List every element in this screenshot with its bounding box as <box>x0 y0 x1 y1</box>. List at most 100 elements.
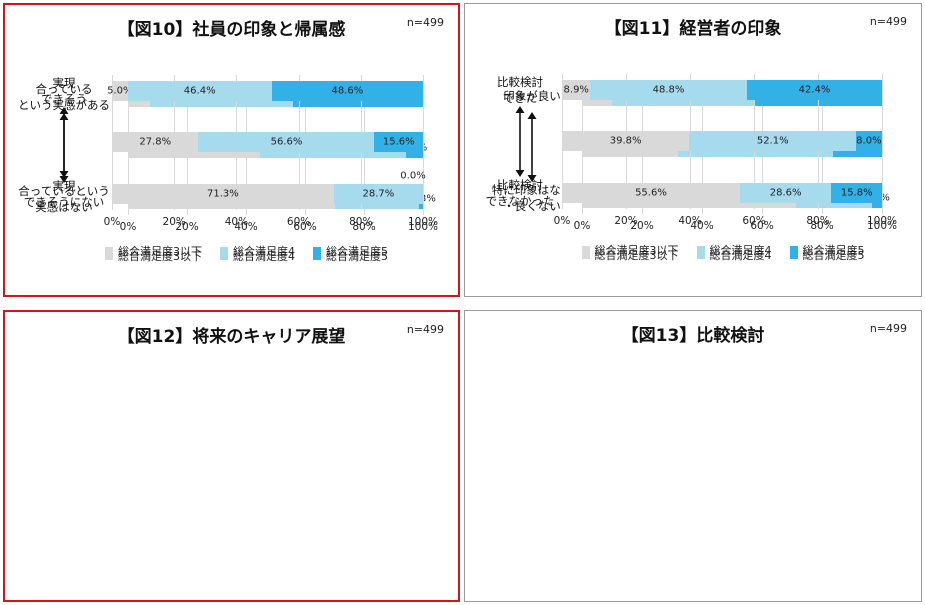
double-arrow-icon <box>527 112 537 182</box>
bar-segment <box>562 131 690 151</box>
legend-swatch <box>105 252 113 260</box>
legend-label: 総合満足度5 <box>802 249 865 262</box>
x-tick-label: 80% <box>806 215 830 227</box>
x-tick-label: 40% <box>234 221 258 233</box>
chart-title: 【図12】将来のキャリア展望 <box>117 327 346 347</box>
bar-segment <box>333 184 423 204</box>
category-label: 合っているという 実感はない <box>18 184 110 214</box>
legend-swatch <box>105 247 113 255</box>
x-tick-label: 60% <box>286 216 311 228</box>
legend-label: 総合満足度5 <box>326 250 388 263</box>
bar-segment <box>112 184 334 204</box>
x-tick-label: 100% <box>866 215 898 227</box>
data-label: 8.9% <box>563 84 589 96</box>
legend-label: 総合満足度4 <box>709 249 772 262</box>
double-arrow-icon <box>59 107 69 178</box>
chart-panel: 【図13】比較検討 n=499 8.9% 39.8% 55.6% 48.8% 52.1% 28… <box>464 74 922 602</box>
x-tick-label: 60% <box>750 220 774 232</box>
chart-title: 【図10】社員の印象と帰属感 <box>117 20 346 40</box>
legend-swatch <box>313 247 321 255</box>
x-tick-label: 20% <box>614 215 638 227</box>
legend-label: 総合満足度3以下 <box>594 244 679 257</box>
bar-segment <box>127 81 272 101</box>
x-tick-label: 80% <box>810 220 834 232</box>
x-tick-label: 20% <box>175 221 199 233</box>
gridline <box>882 74 883 209</box>
data-label: 8.0% <box>856 135 882 147</box>
data-label: 71.3% <box>206 188 239 200</box>
x-tick-label: 40% <box>224 216 249 228</box>
x-tick-label: 100% <box>407 221 439 233</box>
legend-item: 総合満足度5 <box>313 248 388 264</box>
legend-label: 総合満足度3以下 <box>118 250 202 263</box>
gridline <box>423 75 424 210</box>
x-tick-label: 80% <box>352 221 376 233</box>
x-tick-label: 40% <box>678 215 702 227</box>
category-label: 合っている という実感がある <box>18 82 110 112</box>
sample-size: n=499 <box>869 322 907 335</box>
legend: 総合満足度3以下 総合満足度4 総合満足度5 <box>5 248 458 264</box>
data-label: 55.6% <box>635 187 667 199</box>
legend-item: 総合満足度5 <box>313 243 388 259</box>
bar-segment <box>112 132 199 152</box>
legend-item: 総合満足度4 <box>696 242 772 258</box>
legend-swatch <box>581 251 590 259</box>
x-tick-label: 0% <box>103 216 121 228</box>
legend-item: 総合満足度5 <box>789 242 865 258</box>
data-label: 28.6% <box>769 187 802 199</box>
chart-panel: 【図12】将来のキャリア展望 n=499 5.0% 27.8% 71.3% 46.4% 56… <box>3 75 460 602</box>
legend-label: 総合満足度3以下 <box>118 245 202 258</box>
category-label: 特に印象はない ・良くない <box>491 183 573 213</box>
x-tick-label: 40% <box>690 220 714 232</box>
legend-label: 総合満足度4 <box>233 250 295 263</box>
bar-segment <box>562 183 740 203</box>
legend-swatch <box>313 252 321 260</box>
legend-item: 総合満足度3以下 <box>105 243 202 259</box>
legend: 総合満足度3以下 総合満足度4 総合満足度5 <box>5 243 458 259</box>
sample-size: n=499 <box>406 323 444 336</box>
x-tick-label: 60% <box>742 215 766 227</box>
data-label: 39.8% <box>609 135 642 147</box>
legend-item: 総合満足度3以下 <box>581 242 679 258</box>
data-label: 15.6% <box>382 136 415 148</box>
legend-label: 総合満足度3以下 <box>594 249 679 262</box>
data-label: 46.4% <box>183 85 216 97</box>
legend: 総合満足度3以下 総合満足度4 総合満足度5 <box>465 242 921 258</box>
category-label: 実現 できそうにない <box>23 179 105 209</box>
sample-size: n=499 <box>406 16 444 29</box>
chart-title: 【図13】比較検討 <box>621 326 765 346</box>
legend-swatch <box>581 246 590 254</box>
legend-label: 総合満足度5 <box>802 244 865 257</box>
x-tick-label: 80% <box>349 216 373 228</box>
x-tick-label: 0% <box>553 215 571 227</box>
category-label: 比較検討 できなかった <box>485 178 555 208</box>
chart-title: 【図11】経営者の印象 <box>604 19 782 39</box>
legend-label: 総合満足度4 <box>233 245 295 258</box>
x-tick-label: 100% <box>407 216 439 228</box>
data-label: 48.8% <box>652 84 685 96</box>
data-label: 5.0% <box>107 85 133 97</box>
x-tick-label: 20% <box>630 220 654 232</box>
legend-item: 総合満足度3以下 <box>581 247 679 263</box>
x-tick-label: 0% <box>573 220 591 232</box>
legend-label: 総合満足度5 <box>326 245 388 258</box>
bar-segment <box>746 80 883 100</box>
legend-item: 総合満足度5 <box>789 247 865 263</box>
x-tick-label: 60% <box>293 221 317 233</box>
bar-segment <box>562 80 591 100</box>
legend-swatch <box>696 246 705 254</box>
x-tick-label: 0% <box>119 221 137 233</box>
bar-segment <box>689 131 857 151</box>
bar-segment <box>856 131 882 151</box>
bar-segment <box>590 80 747 100</box>
legend-item: 総合満足度4 <box>696 247 772 263</box>
data-label: 15.8% <box>840 187 873 199</box>
data-label: 42.4% <box>798 84 831 96</box>
data-label: 0.0% <box>400 170 426 182</box>
bar-segment <box>198 132 375 152</box>
data-label: 52.1% <box>756 135 789 147</box>
legend-item: 総合満足度4 <box>220 243 295 259</box>
x-tick-label: 100% <box>866 220 898 232</box>
legend: 総合満足度3以下 総合満足度4 総合満足度5 <box>465 247 921 263</box>
bar-segment <box>271 81 423 101</box>
